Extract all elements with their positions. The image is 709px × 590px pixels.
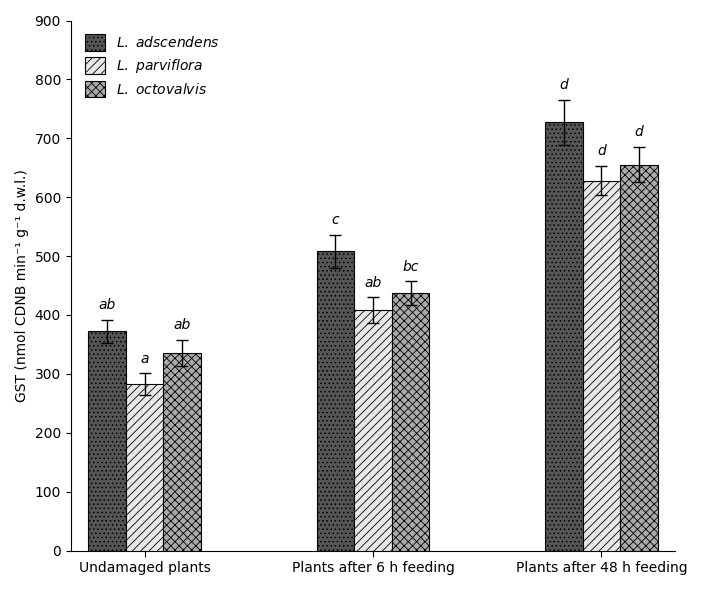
Bar (125, 384, 163, 550)
Bar (163, 353, 201, 550)
Bar (354, 310, 392, 550)
Text: c: c (332, 213, 339, 227)
Bar (88, 332, 125, 550)
Bar (620, 165, 658, 550)
Bar (316, 251, 354, 550)
Text: d: d (559, 78, 568, 93)
Text: ab: ab (174, 318, 191, 332)
Bar (392, 293, 430, 550)
Text: d: d (597, 145, 605, 158)
Bar (583, 181, 620, 550)
Legend: $\it{L.\ adscendens}$, $\it{L.\ parviflora}$, $\it{L.\ octovalvis}$: $\it{L.\ adscendens}$, $\it{L.\ parviflo… (77, 28, 228, 104)
Text: ab: ab (99, 298, 116, 312)
Text: d: d (635, 126, 644, 139)
Bar (545, 122, 583, 550)
Text: ab: ab (364, 276, 381, 290)
Text: bc: bc (403, 260, 419, 274)
Text: a: a (140, 352, 149, 366)
Y-axis label: GST (nmol CDNB min⁻¹ g⁻¹ d.w.l.): GST (nmol CDNB min⁻¹ g⁻¹ d.w.l.) (15, 169, 29, 402)
